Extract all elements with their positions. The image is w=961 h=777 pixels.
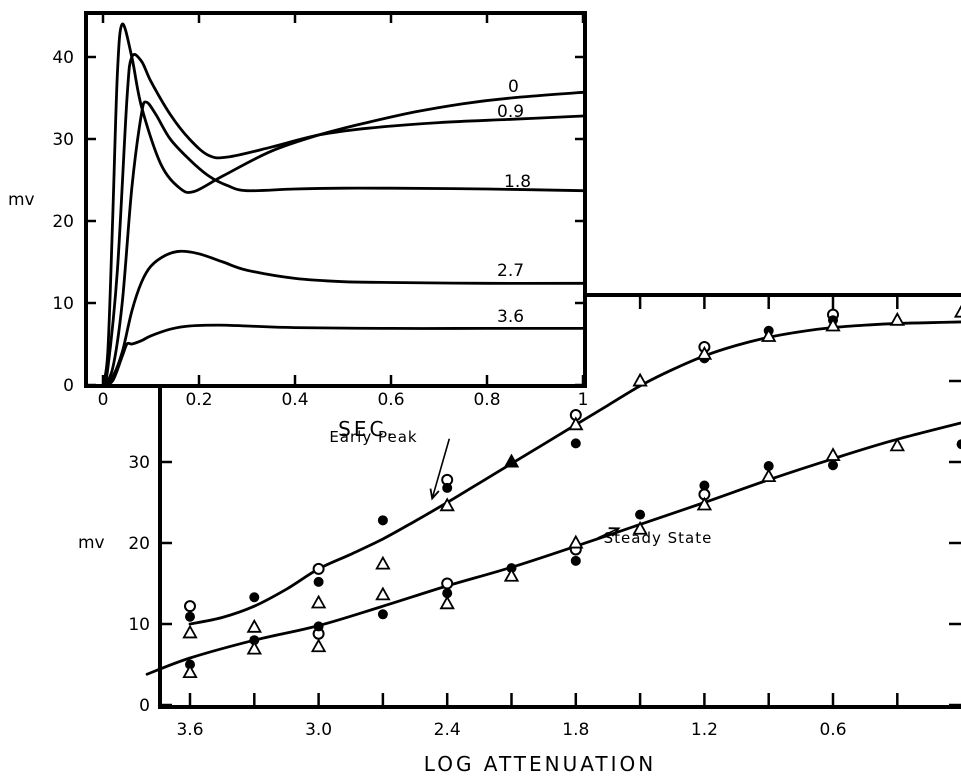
marker-open-triangle [889, 311, 906, 326]
inset-ytick-label: 0 [63, 376, 74, 396]
marker-open-triangle [246, 618, 263, 633]
marker-filled-circle [956, 439, 961, 450]
annotation-arrow-head [608, 527, 621, 537]
inset-curves [101, 22, 585, 387]
marker-open-triangle [760, 328, 777, 342]
inset-ylabel: mv [8, 190, 35, 210]
inset-ytick-label: 20 [52, 212, 74, 232]
marker-filled-circle [828, 460, 838, 471]
marker-open-triangle [568, 534, 584, 549]
annotation-label: Early Peak [329, 428, 417, 446]
marker-filled-circle [442, 482, 453, 493]
main-xtick-label: 3.0 [305, 720, 332, 740]
marker-open-triangle [310, 594, 327, 609]
inset-ytick-label: 30 [52, 130, 74, 150]
marker-filled-circle [313, 621, 324, 632]
marker-open-triangle [696, 345, 713, 360]
annotation-arrow-line [431, 438, 451, 499]
marker-open-triangle [310, 638, 327, 653]
inset-xlabel: SEC. [338, 417, 396, 441]
main-markers [182, 304, 961, 679]
inset-ytick-label: 40 [52, 48, 74, 68]
inset-curve-2.7 [101, 249, 585, 387]
inset-frame [84, 11, 587, 388]
marker-open-triangle [696, 496, 713, 511]
main-xtick-label: 1.2 [691, 720, 718, 740]
inset-curve-label: 0 [508, 77, 519, 97]
main-annotations: Early Peak Steady State [329, 428, 713, 547]
marker-open-triangle [375, 555, 391, 570]
main-ytick-label: 30 [128, 453, 150, 473]
main-ytick-label: 10 [128, 615, 150, 635]
marker-filled-circle [699, 480, 710, 491]
marker-open-triangle [375, 586, 391, 601]
marker-filled-circle [377, 609, 388, 620]
marker-open-circle [441, 577, 454, 590]
marker-open-triangle [182, 664, 198, 679]
inset-xtick-label: 0.8 [473, 390, 500, 410]
marker-open-triangle [825, 447, 841, 461]
inset-xtick-label: 0.2 [185, 390, 212, 410]
main-ytick-label: 20 [128, 534, 150, 554]
marker-open-triangle [246, 640, 263, 655]
marker-filled-circle [313, 576, 324, 587]
annotation-label: Steady State [604, 529, 713, 547]
marker-open-circle [184, 600, 196, 613]
marker-filled-circle [377, 515, 388, 526]
marker-open-triangle [568, 416, 584, 431]
main-xtick-label: 1.8 [562, 720, 589, 740]
marker-filled-circle [763, 461, 774, 472]
marker-open-circle [312, 562, 325, 575]
main-xlabel: LOG ATTENUATION [424, 752, 656, 776]
marker-open-triangle [632, 372, 648, 387]
inset-xtick-label: 1 [578, 390, 589, 410]
marker-open-triangle [439, 497, 455, 512]
annotation-arrow-head [429, 488, 440, 501]
marker-filled-circle [442, 588, 453, 599]
inset-curve-1.8 [101, 100, 585, 387]
marker-filled-circle [185, 611, 195, 622]
main-xtick-label: 3.6 [176, 720, 203, 740]
marker-open-triangle [953, 304, 961, 318]
main-xtick-label: 0.6 [819, 720, 846, 740]
marker-open-triangle [503, 567, 520, 582]
marker-open-triangle [632, 520, 648, 535]
inset-xtick-label: 0 [98, 390, 109, 410]
marker-filled-circle [249, 635, 260, 646]
marker-filled-circle [635, 509, 646, 520]
inset-curve-label: 1.8 [504, 172, 531, 192]
marker-filled-circle [570, 438, 581, 449]
inset-curve-label: 0.9 [497, 102, 524, 122]
main-ticks: 3.6 3.0 2.4 1.8 1.2 0.6 0 10 20 30 [128, 297, 961, 740]
main-ytick-label: 0 [139, 696, 150, 716]
marker-filled-circle [570, 555, 581, 566]
marker-filled-triangle [503, 453, 520, 468]
inset-curve-3.6 [101, 323, 585, 387]
inset-curve-labels: 0 0.9 1.8 2.7 3.6 [497, 77, 531, 327]
inset-curve-label: 2.7 [497, 261, 524, 281]
marker-open-triangle [825, 317, 841, 332]
marker-open-triangle [889, 437, 906, 452]
inset-curve-label: 3.6 [497, 307, 524, 327]
inset-ytick-label: 10 [52, 294, 74, 314]
marker-filled-circle [249, 592, 260, 603]
marker-open-triangle [439, 595, 455, 610]
inset-curve-0.9 [101, 53, 585, 387]
marker-open-triangle [182, 624, 198, 639]
marker-open-triangle [760, 468, 777, 483]
annotation-arrow-line [597, 527, 619, 539]
main-ylabel: mv [78, 533, 105, 553]
inset-curve-0 [101, 22, 585, 387]
inset-xtick-label: 0.4 [281, 390, 308, 410]
inset-xtick-label: 0.6 [377, 390, 404, 410]
main-xtick-label: 2.4 [434, 720, 461, 740]
